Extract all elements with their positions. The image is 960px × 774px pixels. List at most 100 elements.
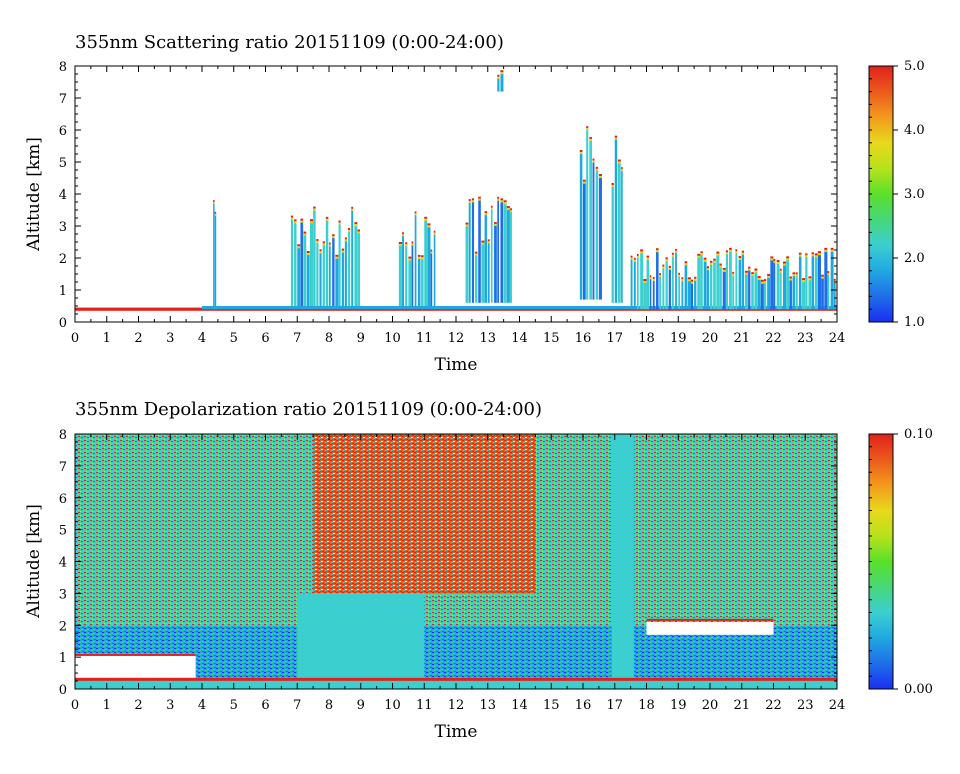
- feature-cell: [738, 258, 742, 310]
- feature-edge: [319, 249, 322, 252]
- feature-edge-inner: [325, 218, 329, 221]
- feature-edge: [481, 240, 485, 243]
- feature-edge-inner: [643, 280, 647, 283]
- feature-edge-inner: [309, 221, 314, 224]
- y-tick-label: 5: [59, 156, 67, 171]
- feature-edge-inner: [478, 198, 481, 201]
- feature-cell: [671, 254, 674, 310]
- feature-edge: [494, 222, 497, 225]
- feature-edge: [779, 268, 782, 271]
- feature-edge: [614, 135, 618, 138]
- feature-edge: [763, 279, 767, 282]
- feature-cell: [484, 213, 488, 303]
- feature-edge: [621, 167, 623, 170]
- y-tick-label: 8: [59, 60, 67, 75]
- x-tick-label: 6: [261, 331, 269, 346]
- feature-edge-inner: [690, 281, 694, 284]
- feature-edge: [290, 215, 294, 218]
- x-tick-label: 6: [261, 698, 269, 713]
- feature-cell: [300, 220, 304, 306]
- feature-edge-inner: [729, 249, 732, 252]
- feature-edge: [710, 260, 713, 263]
- feature-edge: [325, 216, 329, 219]
- feature-edge: [751, 272, 754, 275]
- feature-cell: [357, 231, 360, 306]
- feature-edge-inner: [398, 243, 402, 246]
- feature-edge-inner: [779, 270, 782, 273]
- feature-cell: [405, 244, 408, 306]
- feature-edge-inner: [719, 265, 722, 268]
- feature-edge: [814, 253, 818, 256]
- feature-edge-inner: [687, 279, 691, 282]
- y-tick-label: 2: [59, 252, 67, 267]
- feature-edge-inner: [579, 151, 583, 154]
- feature-cell: [329, 244, 331, 306]
- feature-edge: [668, 265, 671, 268]
- feature-cell: [767, 276, 771, 310]
- feature-cell: [770, 258, 774, 310]
- feature-cell: [424, 218, 428, 306]
- feature-edge-inner: [751, 274, 754, 277]
- feature-cell: [497, 198, 500, 303]
- feature-cell: [213, 202, 215, 310]
- feature-edge-inner: [716, 253, 720, 256]
- feature-edge-inner: [735, 251, 738, 254]
- feature-edge: [335, 254, 339, 257]
- feature-edge: [700, 251, 703, 254]
- surface-layer-aloft: [202, 306, 837, 310]
- feature-cell: [598, 176, 602, 300]
- x-tick-label: 19: [670, 331, 687, 346]
- feature-edge-inner: [329, 244, 331, 247]
- feature-cell: [703, 259, 707, 310]
- feature-edge-inner: [757, 277, 761, 280]
- feature-edge-inner: [490, 207, 493, 210]
- feature-edge-inner: [738, 258, 742, 261]
- feature-edge-inner: [402, 234, 405, 237]
- feature-edge-inner: [786, 258, 790, 261]
- feature-edge: [490, 205, 493, 208]
- feature-cell: [500, 200, 504, 303]
- feature-cell: [586, 128, 589, 300]
- feature-edge-inner: [817, 253, 821, 256]
- feature-edge: [468, 199, 471, 202]
- feature-edge-inner: [722, 269, 726, 272]
- feature-edge-inner: [497, 76, 500, 79]
- x-tick-label: 22: [765, 698, 782, 713]
- scattering-ratio-x-ticks: 0 1 2 3 4 5 6 7 8 9 10 11 12 13 14 15 16 17 18 19 20 21 22 23 24: [71, 66, 845, 346]
- feature-edge: [757, 275, 761, 278]
- x-tick-label: 23: [797, 331, 814, 346]
- feature-edge: [313, 206, 316, 209]
- feature-edge-inner: [710, 262, 713, 265]
- y-tick-label: 2: [59, 619, 67, 634]
- feature-cell: [408, 258, 412, 306]
- feature-edge-inner: [630, 257, 633, 260]
- feature-edge: [741, 250, 745, 253]
- feature-edge-inner: [748, 268, 751, 271]
- feature-cell: [335, 256, 339, 306]
- depolarization-ratio-x-ticks: 0 1 2 3 4 5 6 7 8 9 10 11 12 13 14 15 16 17 18 19 20 21 22 23 24: [71, 434, 845, 713]
- feature-cell: [617, 161, 621, 303]
- feature-cell: [757, 277, 761, 310]
- feature-cell: [710, 262, 713, 310]
- feature-edge: [795, 272, 798, 275]
- feature-edge: [690, 279, 694, 282]
- feature-edge-inner: [319, 251, 322, 254]
- feature-edge-inner: [506, 208, 510, 211]
- white-patch: [646, 622, 774, 635]
- feature-edge: [405, 242, 408, 245]
- feature-edge-inner: [213, 202, 215, 205]
- feature-edge: [636, 253, 639, 256]
- feature-edge-inner: [294, 221, 297, 224]
- y-tick-label: 0: [59, 316, 67, 331]
- x-tick-label: 21: [733, 698, 750, 713]
- feature-cell: [621, 169, 623, 303]
- feature-cell: [808, 278, 812, 310]
- feature-cell: [729, 249, 732, 310]
- feature-edge-inner: [802, 280, 806, 283]
- feature-edge-inner: [484, 213, 488, 216]
- colorbar-tick-label: 4.0: [904, 123, 925, 138]
- feature-cell: [760, 281, 764, 310]
- feature-edge: [617, 159, 621, 162]
- feature-edge: [732, 271, 735, 274]
